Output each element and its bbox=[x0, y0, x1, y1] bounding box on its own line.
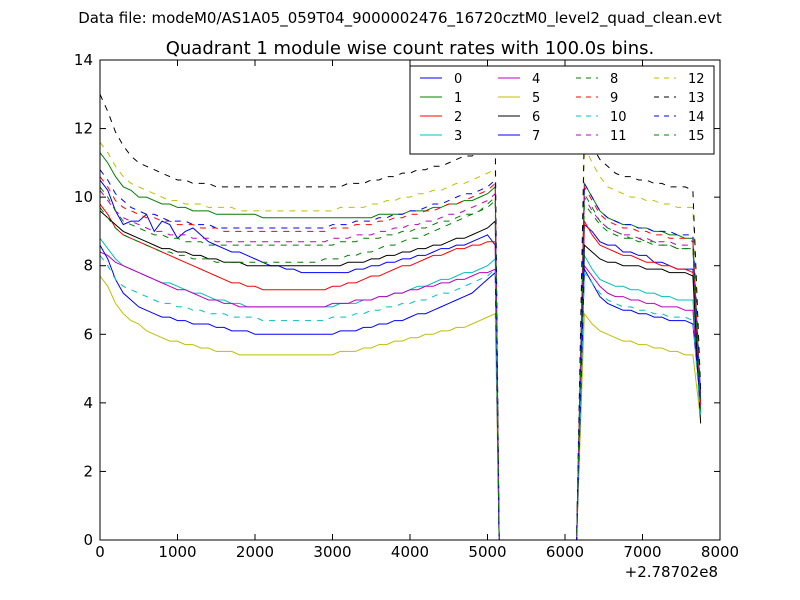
x-tick-label: 0 bbox=[95, 543, 105, 561]
legend-frame bbox=[409, 65, 715, 155]
x-tick-label: 6000 bbox=[546, 543, 584, 561]
legend-label: 7 bbox=[532, 129, 540, 144]
y-tick-label: 4 bbox=[83, 394, 93, 412]
series-line-0 bbox=[100, 179, 702, 540]
x-offset-label: +2.78702e8 bbox=[625, 563, 718, 581]
x-tick-label: 7000 bbox=[623, 543, 661, 561]
series-line-15 bbox=[100, 186, 702, 540]
legend-label: 4 bbox=[532, 72, 540, 87]
series-line-4 bbox=[100, 251, 702, 540]
y-tick-label: 0 bbox=[83, 531, 93, 549]
y-tick-label: 14 bbox=[74, 51, 93, 69]
series-line-9 bbox=[100, 176, 702, 540]
x-tick-label: 5000 bbox=[468, 543, 506, 561]
legend-label: 15 bbox=[688, 129, 705, 144]
chart-title: Quadrant 1 module wise count rates with … bbox=[166, 38, 655, 59]
x-tick-label: 2000 bbox=[236, 543, 274, 561]
legend-label: 13 bbox=[688, 91, 705, 106]
series-line-1 bbox=[100, 152, 702, 540]
series-line-3 bbox=[100, 237, 702, 540]
series-line-10 bbox=[100, 255, 702, 540]
legend-label: 11 bbox=[610, 129, 627, 144]
series-layer bbox=[100, 94, 702, 540]
series-line-6 bbox=[100, 210, 702, 540]
series-line-14 bbox=[100, 169, 702, 540]
series-line-11 bbox=[100, 189, 702, 540]
legend-label: 10 bbox=[610, 110, 627, 125]
x-tick-label: 4000 bbox=[391, 543, 429, 561]
legend-label: 0 bbox=[454, 72, 462, 87]
series-line-12 bbox=[100, 141, 702, 540]
y-tick-label: 6 bbox=[83, 325, 93, 343]
legend-label: 9 bbox=[610, 91, 618, 106]
legend-label: 2 bbox=[454, 110, 462, 125]
y-tick-label: 10 bbox=[74, 188, 93, 206]
legend-label: 6 bbox=[532, 110, 540, 125]
legend-label: 3 bbox=[454, 129, 462, 144]
y-tick-label: 8 bbox=[83, 257, 93, 275]
series-line-5 bbox=[100, 275, 702, 540]
y-tick-label: 2 bbox=[83, 462, 93, 480]
legend-label: 14 bbox=[688, 110, 705, 125]
legend-label: 1 bbox=[454, 91, 462, 106]
series-line-2 bbox=[100, 203, 702, 540]
x-tick-label: 1000 bbox=[158, 543, 196, 561]
x-tick-label: 3000 bbox=[313, 543, 351, 561]
x-tick-label: 8000 bbox=[701, 543, 739, 561]
series-line-13 bbox=[100, 94, 702, 540]
series-line-7 bbox=[100, 244, 702, 540]
x-axis: 0 1000 2000 3000 4000 5000 6000 7000 8000 bbox=[95, 60, 739, 561]
series-line-8 bbox=[100, 191, 702, 540]
legend-label: 12 bbox=[688, 72, 705, 87]
legend-label: 8 bbox=[610, 72, 618, 87]
y-tick-label: 12 bbox=[74, 120, 93, 138]
figure-suptitle: Data file: modeM0/AS1A05_059T04_90000024… bbox=[78, 9, 722, 28]
legend-label: 5 bbox=[532, 91, 540, 106]
